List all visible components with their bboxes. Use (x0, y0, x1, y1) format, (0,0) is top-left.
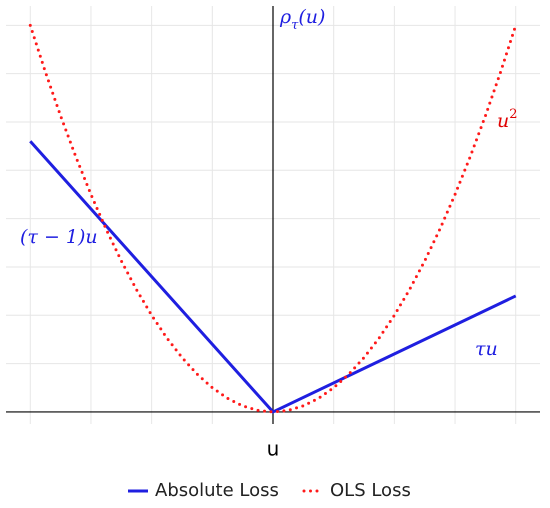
legend-label: Absolute Loss (155, 480, 279, 501)
annotation-part: ρ (279, 6, 292, 28)
annotation-part: τ (291, 18, 299, 33)
annotation: ρτ(u) (279, 6, 325, 33)
annotation-part: τu (475, 338, 498, 360)
annotation: τu (475, 338, 498, 360)
annotation-part: u (497, 110, 509, 132)
line-series (29, 140, 517, 414)
legend-label: OLS Loss (330, 480, 411, 501)
x-axis-label: u (267, 437, 280, 461)
annotation-part: (u) (298, 6, 325, 28)
annotation: u2 (497, 107, 518, 132)
annotation-part: 2 (509, 107, 517, 122)
annotation: (τ − 1)u (20, 226, 98, 248)
annotation-part: (τ − 1)u (20, 226, 98, 248)
